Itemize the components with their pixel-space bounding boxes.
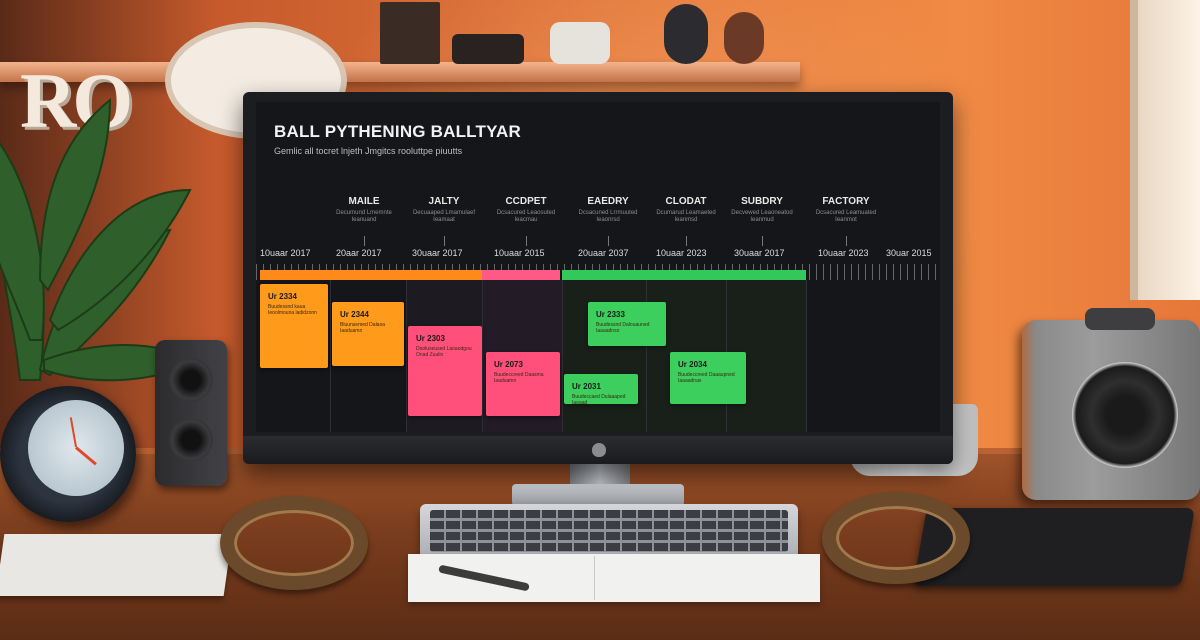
monitor-screen: BALL PYTHENING BALLTYAR Gemlic all tocre… [256, 102, 940, 432]
phase-label: CCDPET Dcsacured Leaosuted Ieacmau [486, 196, 566, 224]
left-speaker [155, 340, 227, 486]
timeline-date: 20uaar 2037 [578, 248, 629, 258]
band-green [562, 270, 806, 280]
apple-logo-icon [592, 443, 606, 457]
speaker-top-knob [1085, 308, 1155, 330]
phase-name: CCDPET [486, 196, 566, 207]
timeline-card[interactable]: Ur 2031 Buudeccaed Dulaaaped Iaoaad [564, 374, 638, 404]
phase-description: Dcumarud Leamaeted Ieanmsd [646, 210, 726, 224]
paper-fold [594, 556, 595, 600]
card-title: Ur 2031 [572, 382, 601, 391]
keyboard-keys [430, 510, 788, 552]
speaker-cone [1072, 362, 1178, 468]
notebook [0, 534, 232, 596]
phase-name: JALTY [404, 196, 484, 207]
phase-label: FACTORY Dcsacured Leamuated Ieanmot [806, 196, 886, 224]
card-text: Buudeccaed Dulaaaped Iaoaad [572, 394, 632, 406]
phase-tick [608, 236, 609, 246]
timeline-subtitle: Gemlic all tocret lnjeth Jmgitcs roolutt… [274, 146, 474, 156]
phase-description: Dcsacured Leamuated Ieanmot [806, 210, 886, 224]
window [1130, 0, 1200, 300]
card-text: Buudeccreed Daaaupned Iaaaadnas [678, 372, 738, 384]
phase-tick [846, 236, 847, 246]
shelf-books [380, 2, 440, 64]
timeline-card[interactable]: Ur 2344 Bluunsemed Dalaoa Iaaduamn [332, 302, 404, 366]
phase-description: Decumund Lmemnte Ieanuand [324, 210, 404, 224]
card-text: Dooluseused Laoaodgou Onad Zuulin [416, 346, 476, 358]
timeline-card[interactable]: Ur 2034 Buudeccreed Daaaupned Iaaaadnas [670, 352, 746, 404]
shelf-box [452, 34, 524, 64]
phase-tick [526, 236, 527, 246]
band-orange [260, 270, 482, 280]
phase-name: EAEDRY [568, 196, 648, 207]
card-title: Ur 2344 [340, 310, 369, 319]
phase-tick [444, 236, 445, 246]
timeline-date: 30uaar 2017 [734, 248, 785, 258]
timeline-date: 30uar 2015 [886, 248, 932, 258]
phase-description: Dcsacuned Lrrmuuted Ieaonrsd [568, 210, 648, 224]
phase-tick [686, 236, 687, 246]
card-title: Ur 2334 [268, 292, 297, 301]
shelf-vase [724, 12, 764, 64]
band-pink [482, 270, 560, 280]
phase-label: MAILE Decumund Lmemnte Ieanuand [324, 196, 404, 224]
timeline-card[interactable]: Ur 2073 Buudeccreed Daasma Iaaduamn [486, 352, 560, 416]
timeline-card[interactable]: Ur 2303 Dooluseused Laoaodgou Onad Zuulin [408, 326, 482, 416]
timeline-card[interactable]: Ur 2334 Buudessnd kaua Ieoolmouna ladidzo… [260, 284, 328, 368]
timeline-title: BALL PYTHENING BALLTYAR [274, 122, 521, 142]
phase-description: Dcsacured Leaosuted Ieacmau [486, 210, 566, 224]
phase-description: Decuaaped Lmamulaef Ieamaat [404, 210, 484, 224]
shelf-jar [550, 22, 610, 64]
phase-description: Decvewed Leaoneatod Ieanmud [722, 210, 802, 224]
card-text: Buudeccreed Daasma Iaaduamn [494, 372, 554, 384]
timeline-date: 30uaar 2017 [412, 248, 463, 258]
column-line [330, 280, 331, 432]
speaker-tweeter [169, 358, 213, 402]
phase-label: SUBDRY Decvewed Leaoneatod Ieanmud [722, 196, 802, 224]
card-text: Bluunsemed Dalaoa Iaaduamn [340, 322, 400, 334]
phase-tick [364, 236, 365, 246]
column-line [406, 280, 407, 432]
snake-right [822, 492, 970, 584]
column-line [562, 280, 563, 432]
timeline-date: 10uaar 2017 [260, 248, 311, 258]
snake-left [220, 496, 368, 590]
card-text: Buudessnd Dalouauned Iaaaadnso [596, 322, 656, 334]
card-title: Ur 2034 [678, 360, 707, 369]
timeline-date: 10uaar 2015 [494, 248, 545, 258]
card-title: Ur 2073 [494, 360, 523, 369]
phase-label: EAEDRY Dcsacuned Lrrmuuted Ieaonrsd [568, 196, 648, 224]
shelf-speaker [664, 4, 708, 64]
speaker-woofer [169, 418, 213, 462]
phase-tick [762, 236, 763, 246]
phase-label: JALTY Decuaaped Lmamulaef Ieamaat [404, 196, 484, 224]
phase-name: CLODAT [646, 196, 726, 207]
column-line [482, 280, 483, 432]
phase-name: FACTORY [806, 196, 886, 207]
timeline-card[interactable]: Ur 2333 Buudessnd Dalouauned Iaaaadnso [588, 302, 666, 346]
card-title: Ur 2333 [596, 310, 625, 319]
phase-label: CLODAT Dcumarud Leamaeted Ieanmsd [646, 196, 726, 224]
timeline-date: 10uaar 2023 [656, 248, 707, 258]
timeline-date: 10uaar 2023 [818, 248, 869, 258]
phase-name: MAILE [324, 196, 404, 207]
card-text: Buudessnd kaua Ieoolmouna ladidzonn [268, 304, 328, 316]
card-title: Ur 2303 [416, 334, 445, 343]
timeline-date: 20aar 2017 [336, 248, 382, 258]
column-line [806, 280, 807, 432]
phase-name: SUBDRY [722, 196, 802, 207]
monitor-base [512, 484, 684, 506]
